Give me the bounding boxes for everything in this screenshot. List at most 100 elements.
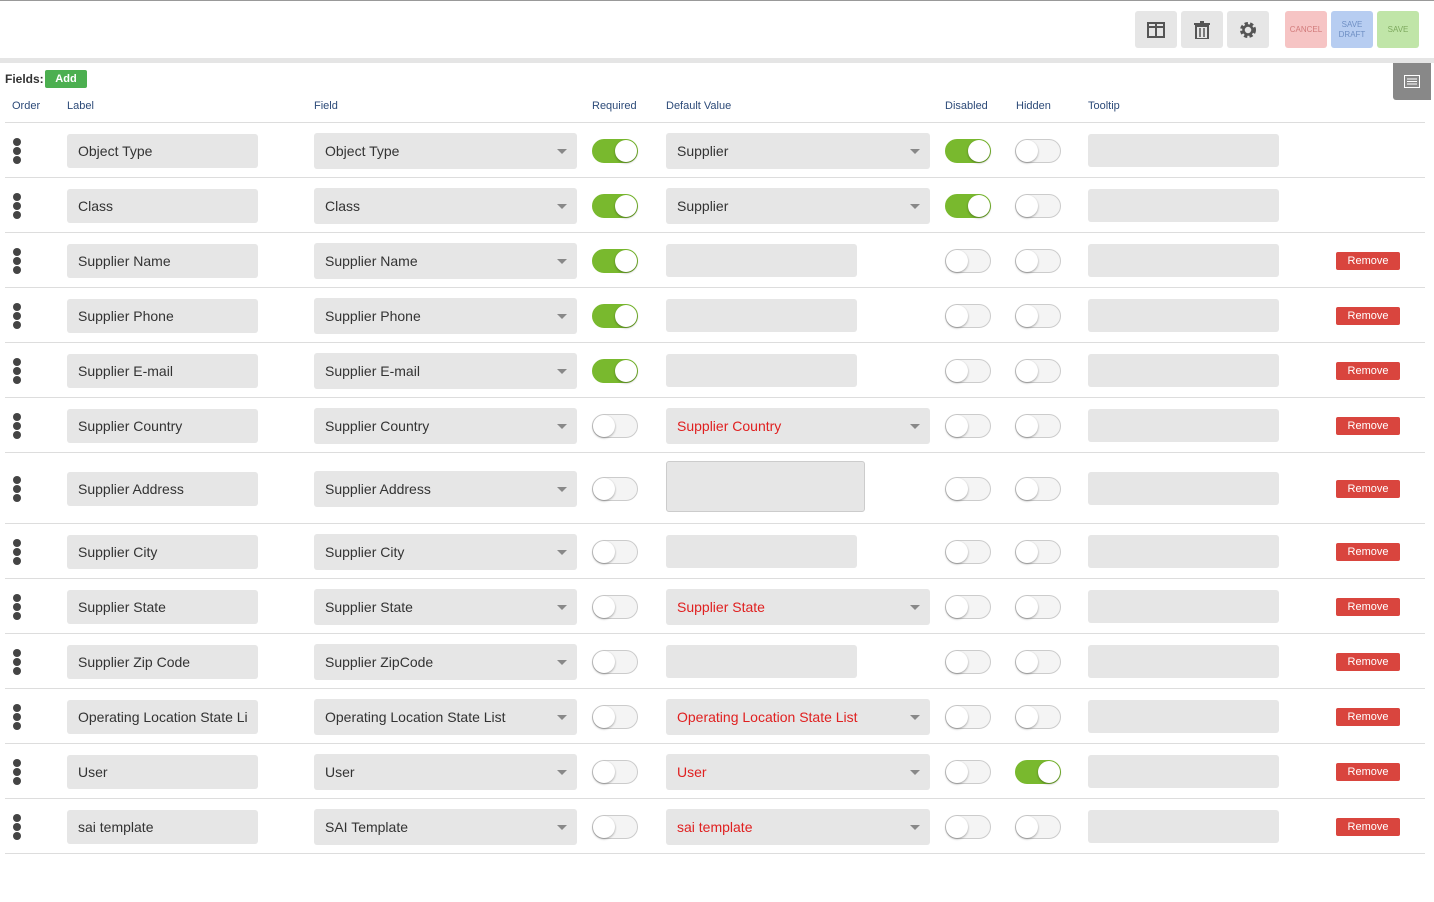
required-toggle[interactable] [592,248,638,273]
default-input[interactable] [666,298,857,332]
disabled-toggle[interactable] [945,193,991,218]
hidden-toggle[interactable] [1015,594,1061,619]
required-toggle[interactable] [592,704,638,729]
disabled-toggle[interactable] [945,303,991,328]
default-select[interactable]: sai template [666,808,930,845]
required-toggle[interactable] [592,138,638,163]
label-input[interactable]: User [67,754,258,789]
default-input[interactable] [666,644,857,678]
disabled-toggle[interactable] [945,539,991,564]
label-input[interactable]: Supplier Name [67,243,258,278]
tooltip-input[interactable] [1088,699,1279,733]
tooltip-input[interactable] [1088,353,1279,387]
hidden-toggle[interactable] [1015,649,1061,674]
drag-handle[interactable] [12,137,22,164]
required-toggle[interactable] [592,649,638,674]
default-select[interactable]: Supplier Country [666,407,930,444]
remove-button[interactable]: Remove [1336,306,1400,325]
default-select[interactable]: Supplier [666,187,930,224]
disabled-toggle[interactable] [945,248,991,273]
remove-button[interactable]: Remove [1336,652,1400,671]
drag-handle[interactable] [12,412,22,439]
default-input[interactable] [666,353,857,387]
disabled-toggle[interactable] [945,649,991,674]
delete-button[interactable] [1181,11,1223,48]
remove-button[interactable]: Remove [1336,817,1400,836]
settings-button[interactable] [1227,11,1269,48]
default-input[interactable] [666,534,857,568]
field-select[interactable]: Supplier Name [314,242,577,279]
field-select[interactable]: SAI Template [314,808,577,845]
cancel-button[interactable]: CANCEL [1285,11,1327,48]
tooltip-input[interactable] [1088,534,1279,568]
drag-handle[interactable] [12,813,22,840]
layout-button[interactable] [1135,11,1177,48]
field-select[interactable]: Supplier E-mail [314,352,577,389]
drag-handle[interactable] [12,538,22,565]
field-select[interactable]: Supplier City [314,533,577,570]
tooltip-input[interactable] [1088,408,1279,442]
drag-handle[interactable] [12,357,22,384]
label-input[interactable]: Class [67,188,258,223]
drag-handle[interactable] [12,593,22,620]
hidden-toggle[interactable] [1015,138,1061,163]
save-draft-button[interactable]: SAVE DRAFT [1331,11,1373,48]
field-select[interactable]: User [314,753,577,790]
tooltip-input[interactable] [1088,298,1279,332]
hidden-toggle[interactable] [1015,303,1061,328]
remove-button[interactable]: Remove [1336,597,1400,616]
required-toggle[interactable] [592,814,638,839]
label-input[interactable]: Operating Location State Li [67,699,258,734]
default-select[interactable]: User [666,753,930,790]
hidden-toggle[interactable] [1015,358,1061,383]
tooltip-input[interactable] [1088,243,1279,277]
tooltip-input[interactable] [1088,809,1279,843]
save-button[interactable]: SAVE [1377,11,1419,48]
drag-handle[interactable] [12,247,22,274]
drag-handle[interactable] [12,475,22,502]
default-input[interactable] [666,243,857,277]
required-toggle[interactable] [592,759,638,784]
required-toggle[interactable] [592,539,638,564]
tooltip-input[interactable] [1088,471,1279,505]
field-select[interactable]: Supplier ZipCode [314,643,577,680]
hidden-toggle[interactable] [1015,476,1061,501]
label-input[interactable]: Supplier Address [67,471,258,506]
disabled-toggle[interactable] [945,759,991,784]
remove-button[interactable]: Remove [1336,762,1400,781]
hidden-toggle[interactable] [1015,539,1061,564]
drag-handle[interactable] [12,302,22,329]
field-select[interactable]: Supplier Country [314,407,577,444]
label-input[interactable]: Supplier E-mail [67,353,258,388]
field-select[interactable]: Class [314,187,577,224]
remove-button[interactable]: Remove [1336,361,1400,380]
default-select[interactable]: Supplier State [666,588,930,625]
tooltip-input[interactable] [1088,754,1279,788]
label-input[interactable]: Supplier State [67,589,258,624]
default-select[interactable]: Operating Location State List [666,698,930,735]
remove-button[interactable]: Remove [1336,707,1400,726]
hidden-toggle[interactable] [1015,413,1061,438]
required-toggle[interactable] [592,303,638,328]
tooltip-input[interactable] [1088,188,1279,222]
label-input[interactable]: Supplier City [67,534,258,569]
hidden-toggle[interactable] [1015,759,1061,784]
hidden-toggle[interactable] [1015,814,1061,839]
label-input[interactable]: Supplier Phone [67,298,258,333]
hidden-toggle[interactable] [1015,193,1061,218]
remove-button[interactable]: Remove [1336,542,1400,561]
field-select[interactable]: Supplier Address [314,470,577,507]
disabled-toggle[interactable] [945,413,991,438]
remove-button[interactable]: Remove [1336,251,1400,270]
required-toggle[interactable] [592,193,638,218]
drag-handle[interactable] [12,192,22,219]
label-input[interactable]: sai template [67,809,258,844]
hidden-toggle[interactable] [1015,248,1061,273]
disabled-toggle[interactable] [945,594,991,619]
disabled-toggle[interactable] [945,814,991,839]
disabled-toggle[interactable] [945,358,991,383]
required-toggle[interactable] [592,594,638,619]
add-button[interactable]: Add [45,70,87,88]
disabled-toggle[interactable] [945,138,991,163]
field-select[interactable]: Supplier State [314,588,577,625]
